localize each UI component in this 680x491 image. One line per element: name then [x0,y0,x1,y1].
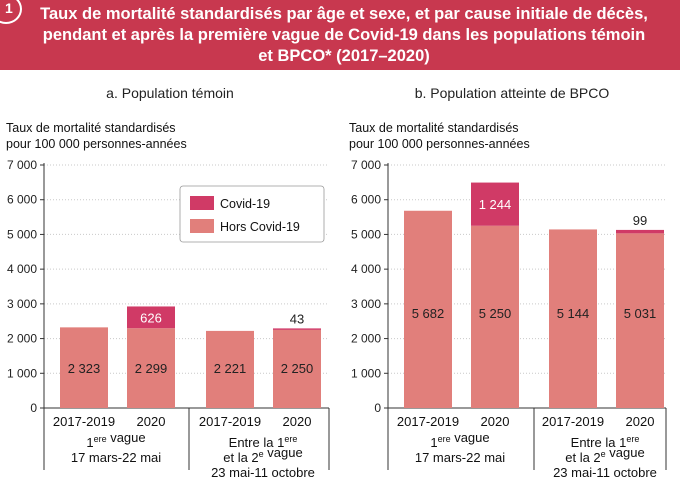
y-tick-label: 4 000 [7,262,37,276]
bar-hors-covid [404,210,452,408]
bar-covid [273,328,321,330]
bar-hors-covid [127,328,175,408]
legend-label-hors-covid: Hors Covid-19 [220,220,300,234]
bar-hors-covid [471,225,519,408]
y-tick-label: 7 000 [7,158,37,172]
bar-hors-covid [206,330,254,408]
data-label-covid: 43 [290,311,304,326]
bar-hors-covid [273,329,321,408]
data-label-hors-covid: 5 682 [412,306,445,321]
y-tick-label: 7 000 [351,158,381,172]
panel-title: a. Population témoin [106,85,234,101]
bar-covid [127,306,175,329]
figure-number: 1 [5,0,13,16]
y-tick-label: 0 [30,401,37,415]
legend-swatch-covid [190,196,214,210]
y-tick-label: 4 000 [351,262,381,276]
group-label: Entre la 1ere [571,434,640,450]
data-label-hors-covid: 5 031 [624,306,657,321]
y-tick-label: 0 [374,401,381,415]
data-label-covid: 1 244 [479,197,512,212]
group-label: 17 mars-22 mai [71,450,161,465]
y-tick-label: 5 000 [7,227,37,241]
x-category-label: 2017-2019 [199,414,261,429]
legend-swatch-hors-covid [190,219,214,233]
data-label-hors-covid: 2 250 [281,361,314,376]
x-category-label: 2020 [481,414,510,429]
y-tick-label: 3 000 [7,297,37,311]
y-axis-label: pour 100 000 personnes-années [6,137,187,151]
figure-number-tab: 1 [0,0,22,24]
group-label: et la 2e vague [223,445,302,465]
y-tick-label: 5 000 [351,227,381,241]
group-label: Entre la 1ere [229,434,298,450]
bar-hors-covid [616,233,664,408]
legend: Covid-19 Hors Covid-19 [179,185,325,243]
data-label-hors-covid: 2 323 [68,361,101,376]
bar-covid [616,229,664,234]
y-tick-label: 2 000 [351,332,381,346]
y-axis-label: Taux de mortalité standardisés [349,121,519,135]
data-label-covid: 626 [140,310,162,325]
y-axis-label: Taux de mortalité standardisés [6,121,176,135]
y-tick-label: 3 000 [351,297,381,311]
data-label-hors-covid: 5 250 [479,306,512,321]
data-label-hors-covid: 2 221 [214,361,247,376]
data-label-hors-covid: 5 144 [557,306,590,321]
bar-hors-covid [549,229,597,408]
x-category-label: 2020 [137,414,166,429]
group-label: 1ere vague [86,430,145,450]
data-label-covid: 99 [633,213,647,228]
x-category-label: 2020 [626,414,655,429]
legend-box [179,185,325,243]
data-label-hors-covid: 2 299 [135,361,168,376]
group-label: 1ere vague [430,430,489,450]
y-axis-label: pour 100 000 personnes-années [349,137,530,151]
group-label: et la 2e vague [565,445,644,465]
y-tick-label: 6 000 [351,193,381,207]
group-label: 23 mai-11 octobre [211,465,315,480]
y-tick-label: 6 000 [7,193,37,207]
y-tick-label: 1 000 [7,366,37,380]
x-category-label: 2017-2019 [397,414,459,429]
x-category-label: 2020 [283,414,312,429]
x-category-label: 2017-2019 [542,414,604,429]
y-tick-label: 2 000 [7,332,37,346]
page-title: Taux de mortalité standardisés par âge e… [40,5,648,65]
legend-label-covid: Covid-19 [220,197,270,211]
bar-covid [471,182,519,226]
x-category-label: 2017-2019 [53,414,115,429]
group-label: 17 mars-22 mai [415,450,505,465]
group-label: 23 mai-11 octobre [553,465,657,480]
header-banner: 1 Taux de mortalité standardisés par âge… [0,0,680,70]
panel-title: b. Population atteinte de BPCO [415,85,610,101]
bar-hors-covid [60,327,108,408]
y-tick-label: 1 000 [351,366,381,380]
